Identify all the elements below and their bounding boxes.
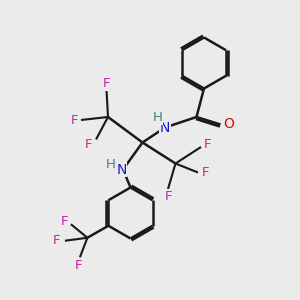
Text: F: F: [75, 259, 82, 272]
Text: F: F: [85, 137, 92, 151]
Text: F: F: [103, 77, 110, 90]
Text: F: F: [53, 234, 60, 247]
Text: N: N: [116, 163, 127, 176]
Text: F: F: [71, 113, 78, 127]
Text: H: H: [106, 158, 115, 172]
Text: F: F: [164, 190, 172, 203]
Text: F: F: [202, 166, 209, 179]
Text: N: N: [160, 121, 170, 134]
Text: F: F: [204, 137, 211, 151]
Text: F: F: [61, 215, 68, 228]
Text: O: O: [224, 118, 234, 131]
Text: H: H: [153, 111, 162, 124]
